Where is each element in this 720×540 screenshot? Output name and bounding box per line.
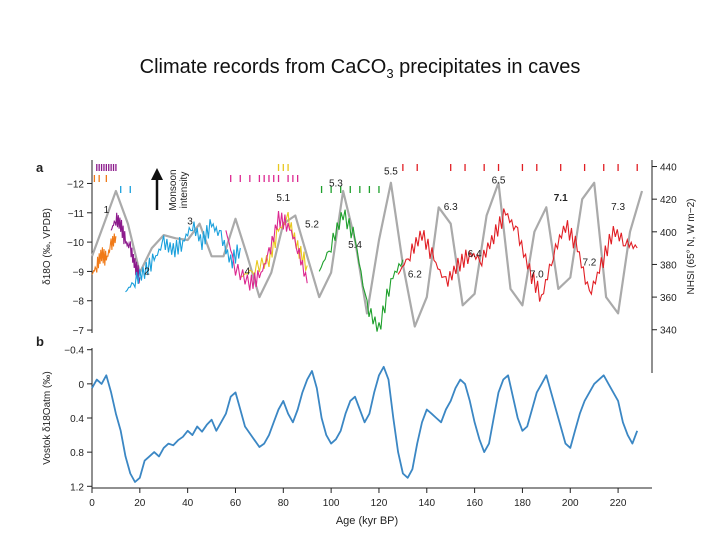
title-part-2: CO [356, 56, 387, 78]
axis-label-a-right: NHSI (65° N, W m−2) [686, 199, 697, 295]
slide-title: Climate records from CaCO3 precipitates … [0, 56, 720, 81]
tick-label-a-right: 360 [660, 293, 677, 304]
axis-label-b-left: Vostok δ18Oatm (‰) [42, 371, 53, 464]
tick-label-b-bottom: 100 [323, 498, 340, 509]
series-green-line [318, 209, 404, 332]
stage-label: 5.3 [329, 178, 343, 189]
stage-label: 6.4 [468, 249, 482, 260]
tick-label-a-left: −12 [67, 179, 84, 190]
stage-label: 5.5 [384, 167, 398, 178]
title-subscript: 3 [386, 66, 394, 81]
axis-label-a-left: δ18O (‰, VPDB) [42, 208, 53, 285]
stage-label: 6.5 [492, 175, 506, 186]
series-hulu-orange-line [91, 233, 117, 275]
tick-label-a-left: −11 [68, 209, 85, 220]
monsoon-label-1: Monsoon [168, 169, 179, 210]
tick-label-a-left: −9 [73, 267, 85, 278]
tick-label-b-bottom: 180 [514, 498, 531, 509]
tick-label-b-bottom: 0 [89, 498, 95, 509]
vostok-line [91, 365, 639, 483]
stage-label: 7.3 [611, 202, 625, 213]
stage-label: 5.2 [305, 219, 319, 230]
panel-label-b: b [36, 334, 44, 349]
tick-label-b-bottom: 40 [182, 498, 194, 509]
tick-label-b-left: 0 [78, 380, 84, 391]
axis-label-x: Age (kyr BP) [336, 515, 398, 527]
tick-label-a-left: −10 [67, 238, 84, 249]
stage-label: 6.3 [444, 202, 458, 213]
series-red-line [397, 208, 638, 302]
monsoon-arrow-head [151, 168, 163, 180]
title-part-1: Climate records from Ca [139, 56, 357, 78]
stage-label: 5.1 [276, 193, 290, 204]
tick-label-b-bottom: 60 [230, 498, 242, 509]
tick-label-b-bottom: 200 [562, 498, 579, 509]
tick-label-b-bottom: 160 [466, 498, 483, 509]
stage-label: 7.2 [582, 258, 596, 269]
series-pink-line [225, 210, 308, 291]
tick-label-b-left: 0.8 [70, 448, 84, 459]
tick-label-a-left: −7 [73, 326, 85, 337]
stage-label: 1 [104, 205, 110, 216]
panel-label-a: a [36, 160, 44, 175]
tick-label-b-bottom: 120 [371, 498, 388, 509]
tick-label-a-right: 440 [660, 163, 677, 174]
series-hulu-purple-line [110, 212, 141, 284]
tick-label-b-bottom: 20 [134, 498, 146, 509]
tick-label-b-left: 1.2 [70, 482, 84, 493]
tick-label-b-bottom: 140 [418, 498, 435, 509]
tick-label-a-right: 380 [660, 260, 677, 271]
tick-label-b-bottom: 80 [278, 498, 290, 509]
tick-label-a-left: −8 [73, 297, 85, 308]
tick-label-a-right: 400 [660, 228, 677, 239]
tick-label-b-left: −0.4 [64, 346, 84, 357]
tick-label-b-left: 0.4 [70, 414, 84, 425]
tick-label-a-right: 420 [660, 195, 677, 206]
tick-label-a-right: 340 [660, 326, 677, 337]
monsoon-label-2: intensity [179, 172, 190, 209]
stage-label: 2 [144, 266, 150, 277]
stage-label: 7.1 [554, 193, 568, 204]
stage-label: 3 [187, 217, 193, 228]
stage-label: 6.2 [408, 269, 422, 280]
stage-label: 7.0 [530, 269, 544, 280]
title-part-3: precipitates in caves [393, 56, 581, 78]
stage-label: 4 [245, 266, 251, 277]
series-sanbao-blue-line [125, 219, 241, 293]
stage-label: 5.4 [348, 240, 362, 251]
insolation-line [90, 181, 644, 328]
tick-label-b-bottom: 220 [610, 498, 627, 509]
